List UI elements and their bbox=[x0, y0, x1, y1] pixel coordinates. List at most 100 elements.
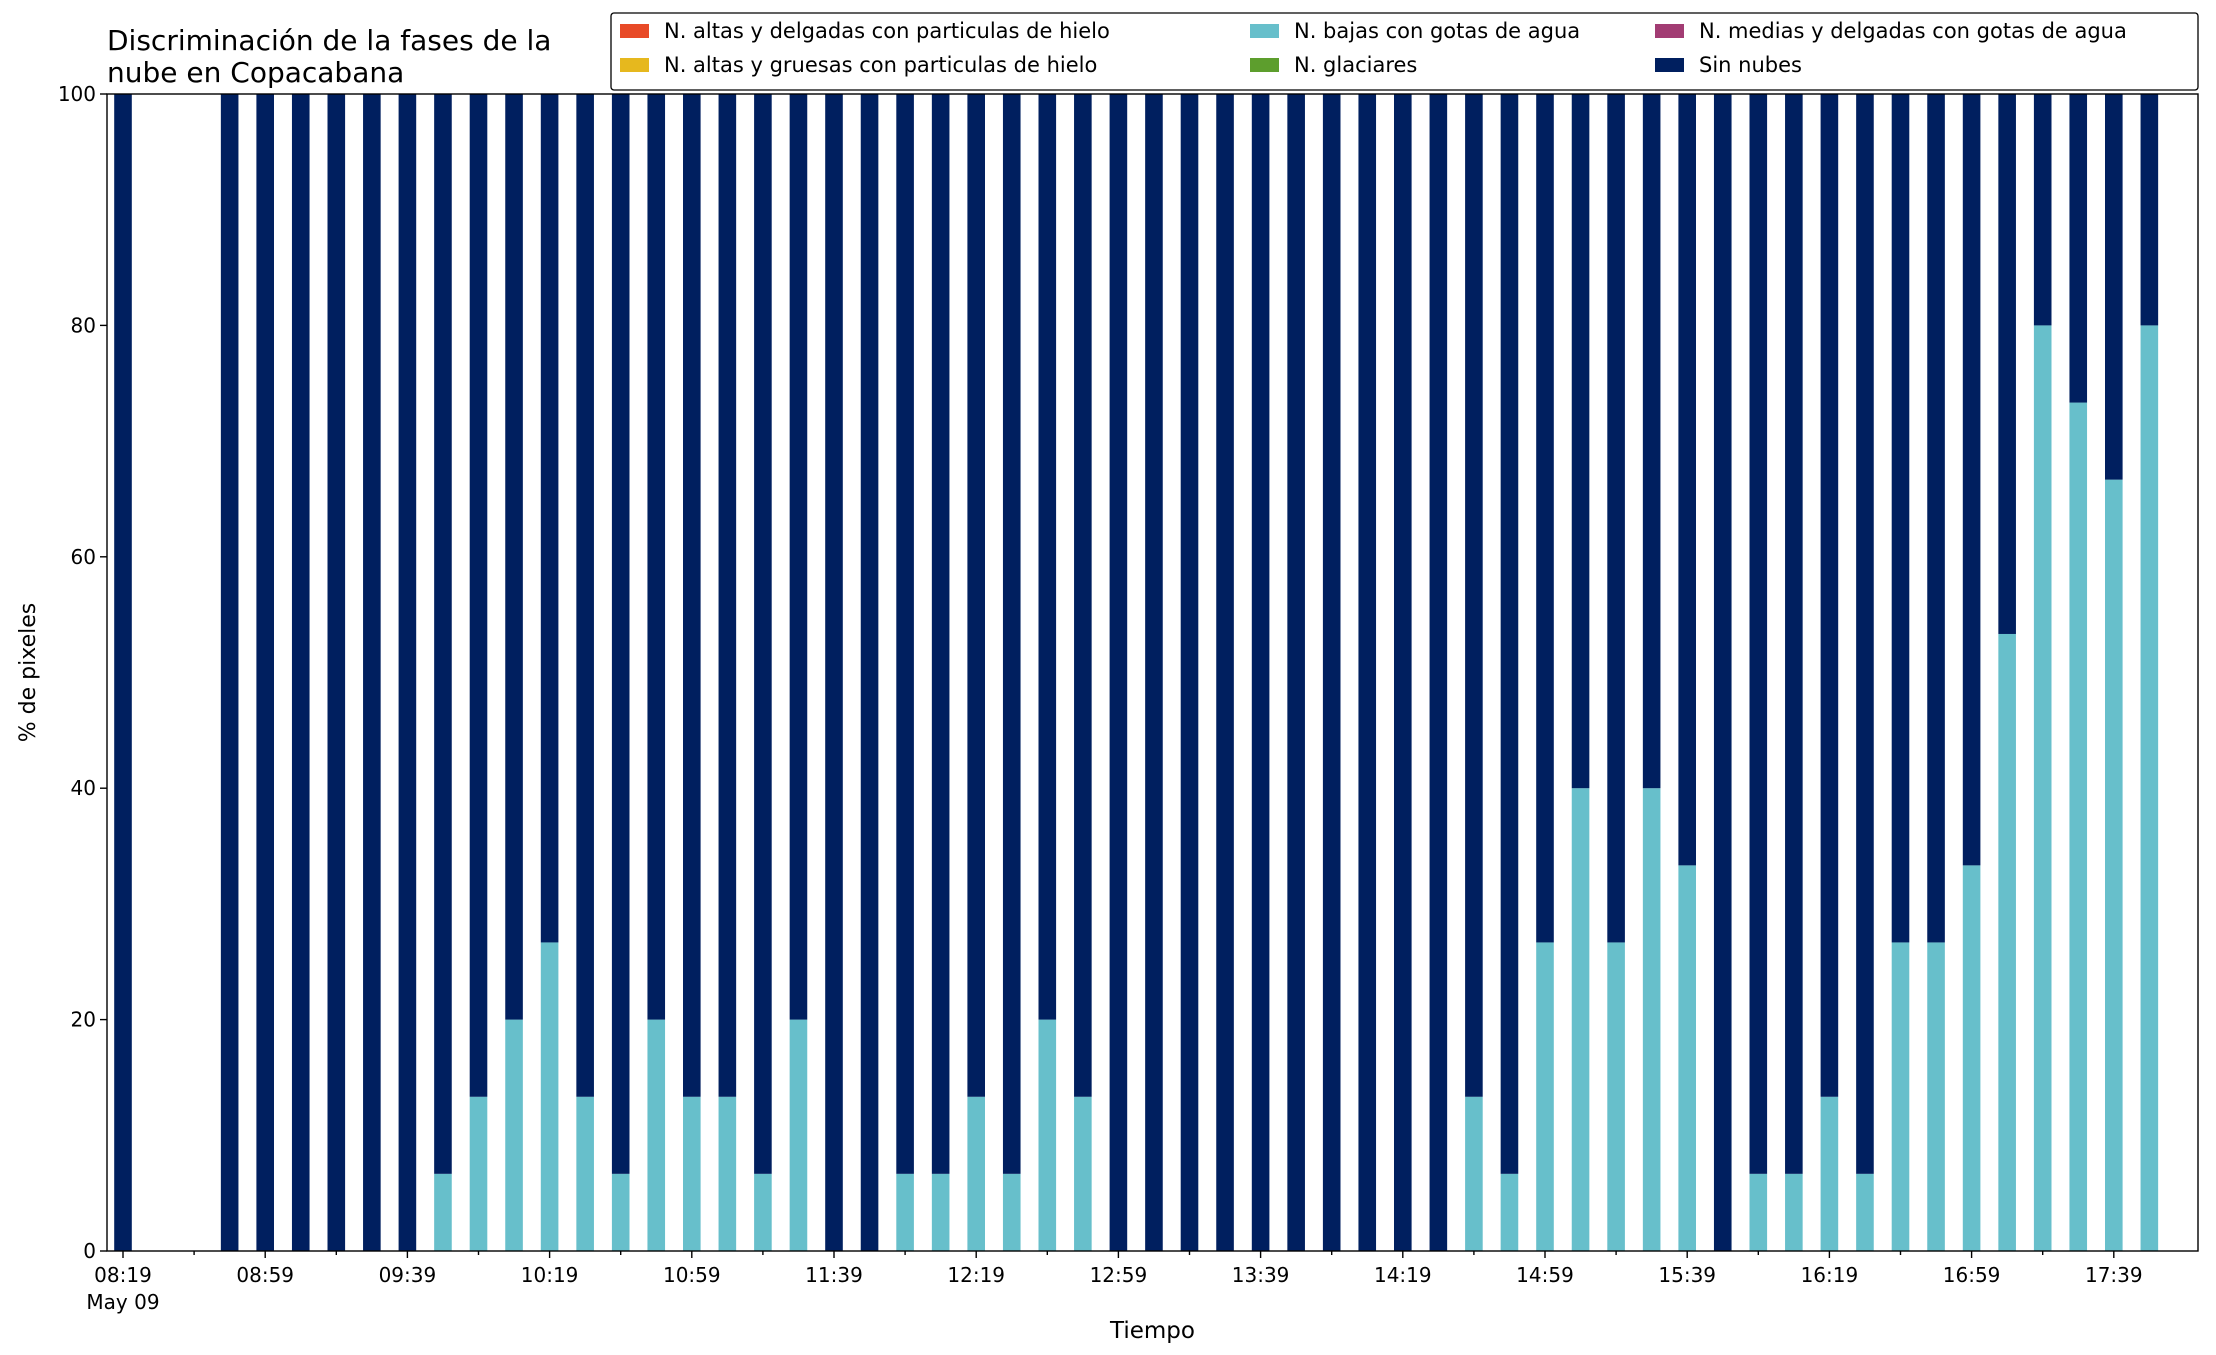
bar-sin-nubes-27 bbox=[1074, 94, 1092, 1097]
x-tick-label-7: 12:59 bbox=[1090, 1263, 1148, 1287]
bar-n-bajas-con-gotas-de-agua-41 bbox=[1571, 788, 1590, 1251]
bar-sin-nubes-8 bbox=[398, 94, 417, 1251]
bar-sin-nubes-11 bbox=[505, 94, 523, 1020]
bar-sin-nubes-43 bbox=[1642, 94, 1661, 789]
bar-n-bajas-con-gotas-de-agua-24 bbox=[967, 1096, 985, 1251]
bar-sin-nubes-53 bbox=[1998, 94, 2016, 634]
bar-sin-nubes-18 bbox=[754, 94, 772, 1174]
y-axis-ticks: 0 20 40 60 80 100 bbox=[58, 82, 107, 1263]
bar-sin-nubes-50 bbox=[1891, 94, 1910, 943]
legend-swatch-sin-nubes bbox=[1655, 58, 1684, 72]
bar-n-bajas-con-gotas-de-agua-22 bbox=[896, 1173, 914, 1251]
legend-swatch-n-glaciares bbox=[1250, 58, 1279, 72]
legend-label-n-altas-y-gruesas-con-particulas-de-hielo: N. altas y gruesas con particulas de hie… bbox=[664, 53, 1097, 77]
bar-n-bajas-con-gotas-de-agua-49 bbox=[1856, 1173, 1874, 1251]
bar-n-bajas-con-gotas-de-agua-56 bbox=[2105, 479, 2123, 1251]
bar-sin-nubes-38 bbox=[1465, 94, 1483, 1097]
x-tick-label-10: 14:59 bbox=[1516, 1263, 1574, 1287]
bar-sin-nubes-48 bbox=[1820, 94, 1839, 1097]
bar-sin-nubes-55 bbox=[2069, 94, 2088, 403]
bar-n-bajas-con-gotas-de-agua-42 bbox=[1607, 942, 1625, 1251]
y-tick-label-20: 20 bbox=[71, 1008, 96, 1032]
bar-sin-nubes-5 bbox=[291, 94, 310, 1251]
x-axis-label: Tiempo bbox=[1109, 1318, 1195, 1344]
bar-sin-nubes-19 bbox=[789, 94, 808, 1020]
bar-sin-nubes-29 bbox=[1145, 94, 1163, 1251]
bar-n-bajas-con-gotas-de-agua-16 bbox=[683, 1096, 701, 1251]
legend-label-n-medias-y-delgadas-con-gotas-de-agua: N. medias y delgadas con gotas de agua bbox=[1699, 19, 2127, 43]
bar-sin-nubes-56 bbox=[2105, 94, 2123, 480]
legend-label-n-altas-y-delgadas-con-particulas-de-hielo: N. altas y delgadas con particulas de hi… bbox=[664, 19, 1110, 43]
bar-n-bajas-con-gotas-de-agua-27 bbox=[1074, 1096, 1092, 1251]
bar-sin-nubes-44 bbox=[1678, 94, 1696, 866]
bar-n-bajas-con-gotas-de-agua-57 bbox=[2140, 325, 2159, 1251]
x-axis-date-label: May 09 bbox=[86, 1290, 159, 1314]
y-tick-label-80: 80 bbox=[71, 313, 96, 337]
bar-sin-nubes-28 bbox=[1109, 94, 1128, 1251]
bar-sin-nubes-14 bbox=[611, 94, 630, 1174]
bar-sin-nubes-35 bbox=[1358, 94, 1377, 1251]
bar-n-bajas-con-gotas-de-agua-19 bbox=[789, 1019, 808, 1251]
bar-sin-nubes-40 bbox=[1536, 94, 1554, 943]
legend-label-sin-nubes: Sin nubes bbox=[1699, 53, 1802, 77]
plot-frame bbox=[106, 93, 2199, 1252]
bar-n-bajas-con-gotas-de-agua-25 bbox=[1002, 1173, 1021, 1251]
bar-n-bajas-con-gotas-de-agua-13 bbox=[576, 1096, 594, 1251]
bar-n-bajas-con-gotas-de-agua-39 bbox=[1500, 1173, 1519, 1251]
bar-sin-nubes-24 bbox=[967, 94, 985, 1097]
x-tick-label-4: 10:59 bbox=[663, 1263, 721, 1287]
bar-sin-nubes-32 bbox=[1251, 94, 1270, 1251]
x-tick-label-5: 11:39 bbox=[805, 1263, 863, 1287]
bar-sin-nubes-23 bbox=[931, 94, 950, 1174]
bar-sin-nubes-17 bbox=[718, 94, 737, 1097]
legend-swatch-n-altas-y-gruesas-con-particulas-de-hielo bbox=[620, 58, 649, 72]
bar-n-bajas-con-gotas-de-agua-11 bbox=[505, 1019, 523, 1251]
bar-sin-nubes-39 bbox=[1500, 94, 1519, 1174]
bar-sin-nubes-37 bbox=[1429, 94, 1448, 1251]
bar-sin-nubes-9 bbox=[434, 94, 452, 1174]
bar-sin-nubes-7 bbox=[363, 94, 381, 1251]
bar-sin-nubes-4 bbox=[256, 94, 274, 1251]
bar-n-bajas-con-gotas-de-agua-52 bbox=[1962, 865, 1981, 1251]
bar-n-bajas-con-gotas-de-agua-38 bbox=[1465, 1096, 1483, 1251]
legend-swatch-n-bajas-con-gotas-de-agua bbox=[1250, 24, 1279, 38]
legend-swatch-n-medias-y-delgadas-con-gotas-de-agua bbox=[1655, 24, 1684, 38]
bar-sin-nubes-47 bbox=[1785, 94, 1803, 1174]
bar-n-bajas-con-gotas-de-agua-26 bbox=[1038, 1019, 1057, 1251]
bar-n-bajas-con-gotas-de-agua-10 bbox=[469, 1096, 488, 1251]
legend-label-n-bajas-con-gotas-de-agua: N. bajas con gotas de agua bbox=[1294, 19, 1580, 43]
bar-n-bajas-con-gotas-de-agua-17 bbox=[718, 1096, 737, 1251]
bars-layer bbox=[114, 94, 2159, 1251]
bar-sin-nubes-31 bbox=[1216, 94, 1234, 1251]
legend-box bbox=[610, 12, 2199, 91]
x-tick-label-9: 14:19 bbox=[1374, 1263, 1432, 1287]
bar-n-bajas-con-gotas-de-agua-53 bbox=[1998, 633, 2016, 1251]
x-axis-ticks: 08:19 08:59 09:39 10:19 10:59 11:39 12:19 12:59… bbox=[94, 1251, 2143, 1287]
bar-n-bajas-con-gotas-de-agua-12 bbox=[540, 942, 559, 1251]
y-tick-label-100: 100 bbox=[58, 82, 96, 106]
legend-label-n-glaciares: N. glaciares bbox=[1294, 53, 1417, 77]
bar-n-bajas-con-gotas-de-agua-54 bbox=[2033, 325, 2052, 1251]
x-tick-label-14: 17:39 bbox=[2085, 1263, 2143, 1287]
bar-n-bajas-con-gotas-de-agua-14 bbox=[611, 1173, 630, 1251]
bar-sin-nubes-49 bbox=[1856, 94, 1874, 1174]
bar-sin-nubes-22 bbox=[896, 94, 914, 1174]
bar-sin-nubes-46 bbox=[1749, 94, 1768, 1174]
bar-sin-nubes-51 bbox=[1927, 94, 1945, 943]
x-tick-label-0: 08:19 bbox=[94, 1263, 152, 1287]
bar-n-bajas-con-gotas-de-agua-18 bbox=[754, 1173, 772, 1251]
bar-sin-nubes-34 bbox=[1322, 94, 1341, 1251]
y-tick-label-0: 0 bbox=[83, 1239, 96, 1263]
bar-sin-nubes-45 bbox=[1713, 94, 1732, 1251]
bar-n-bajas-con-gotas-de-agua-48 bbox=[1820, 1096, 1839, 1251]
bar-sin-nubes-16 bbox=[683, 94, 701, 1097]
bar-sin-nubes-42 bbox=[1607, 94, 1625, 943]
x-tick-label-11: 15:39 bbox=[1658, 1263, 1716, 1287]
bar-n-bajas-con-gotas-de-agua-15 bbox=[647, 1019, 666, 1251]
x-tick-label-2: 09:39 bbox=[379, 1263, 437, 1287]
bar-n-bajas-con-gotas-de-agua-44 bbox=[1678, 865, 1696, 1251]
bar-sin-nubes-52 bbox=[1962, 94, 1981, 866]
chart-title-line-1: Discriminación de la fases de la bbox=[107, 24, 551, 57]
bar-n-bajas-con-gotas-de-agua-50 bbox=[1891, 942, 1910, 1251]
